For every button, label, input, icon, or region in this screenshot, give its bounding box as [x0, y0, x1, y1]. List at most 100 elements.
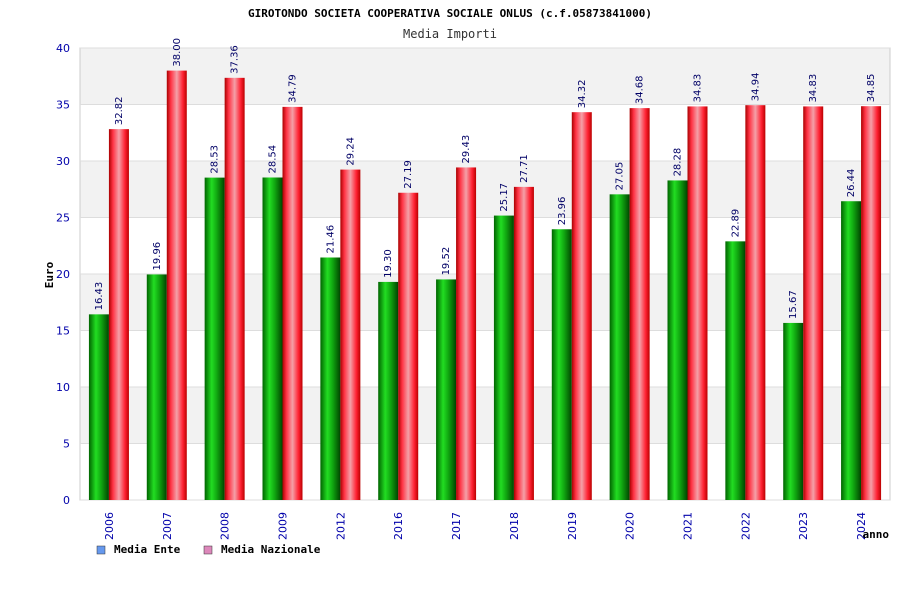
bar-ente[interactable] — [667, 180, 688, 500]
x-tick-label: 2021 — [682, 512, 695, 540]
x-axis-label: anno — [863, 528, 890, 541]
value-labels: 16.43 32.82 19.96 38.00 28.53 37.36 28.54 34.79… — [94, 38, 877, 319]
value-label: 38.00 — [172, 38, 183, 67]
x-tick-label: 2012 — [334, 512, 347, 540]
bar-nazionale[interactable] — [166, 70, 187, 500]
grid-band — [80, 274, 890, 331]
bar-ente[interactable] — [378, 281, 399, 500]
bar-nazionale[interactable] — [456, 167, 477, 501]
grid-band — [80, 330, 890, 387]
legend-item-nazionale[interactable]: Media Nazionale — [203, 543, 321, 556]
bar-ente[interactable] — [146, 274, 167, 500]
grid-band — [80, 104, 890, 161]
legend-label-ente: Media Ente — [114, 543, 181, 556]
value-label: 34.79 — [288, 74, 299, 103]
value-label: 27.05 — [615, 162, 626, 191]
y-axis-label: Euro — [43, 261, 56, 288]
y-axis-ticks: 0 5 10 15 20 25 30 35 40 — [56, 42, 70, 507]
value-label: 29.43 — [461, 135, 472, 164]
legend-item-ente[interactable]: Media Ente — [96, 543, 181, 556]
bar-nazionale[interactable] — [629, 108, 650, 500]
value-label: 23.96 — [557, 197, 568, 226]
grid-band — [80, 387, 890, 444]
value-label: 34.68 — [635, 75, 646, 104]
value-label: 15.67 — [788, 290, 799, 319]
legend-swatch-nazionale — [203, 545, 213, 555]
y-tick-label: 10 — [56, 381, 70, 394]
y-tick-label: 15 — [56, 325, 70, 338]
grid-band — [80, 443, 890, 500]
value-label: 27.71 — [519, 154, 530, 183]
value-label: 34.32 — [577, 80, 588, 109]
value-label: 19.30 — [383, 249, 394, 278]
bar-ente[interactable] — [320, 257, 341, 500]
bar-nazionale[interactable] — [513, 186, 534, 500]
value-label: 34.94 — [750, 73, 761, 102]
bar-ente[interactable] — [551, 229, 572, 500]
legend-label-nazionale: Media Nazionale — [221, 543, 321, 556]
x-axis-ticks: 2006 2007 2008 2009 2012 2016 2017 2018 2019 2020… — [103, 512, 868, 540]
bar-nazionale[interactable] — [687, 106, 708, 501]
x-tick-label: 2008 — [219, 512, 232, 540]
value-label: 27.19 — [403, 160, 414, 189]
value-label: 19.52 — [441, 247, 452, 276]
bar-ente[interactable] — [436, 279, 457, 500]
y-tick-label: 5 — [63, 438, 70, 451]
x-tick-label: 2018 — [508, 512, 521, 540]
bar-nazionale[interactable] — [108, 129, 129, 500]
x-tick-label: 2023 — [797, 512, 810, 540]
x-tick-label: 2024 — [855, 512, 868, 540]
bar-ente[interactable] — [262, 177, 283, 501]
legend: Media Ente Media Nazionale — [96, 543, 321, 556]
bar-nazionale[interactable] — [861, 106, 882, 500]
value-label: 28.28 — [673, 148, 684, 177]
x-tick-label: 2007 — [161, 512, 174, 540]
value-label: 37.36 — [230, 45, 241, 74]
value-label: 32.82 — [114, 96, 125, 125]
legend-swatch-ente — [96, 545, 106, 555]
bar-ente[interactable] — [493, 215, 514, 501]
x-tick-label: 2006 — [103, 512, 116, 540]
y-tick-label: 20 — [56, 268, 70, 281]
chart-subtitle: Media Importi — [403, 27, 497, 41]
bar-nazionale[interactable] — [282, 106, 303, 501]
bar-ente[interactable] — [204, 177, 225, 500]
chart-title: GIROTONDO SOCIETA COOPERATIVA SOCIALE ON… — [248, 7, 652, 20]
value-label: 25.17 — [499, 183, 510, 212]
y-tick-label: 40 — [56, 42, 70, 55]
value-label: 34.85 — [866, 74, 877, 103]
bar-ente[interactable] — [841, 201, 862, 500]
bars — [88, 70, 882, 501]
x-tick-label: 2017 — [450, 512, 463, 540]
bar-nazionale[interactable] — [398, 192, 419, 501]
y-tick-label: 25 — [56, 212, 70, 225]
value-label: 26.44 — [846, 169, 857, 198]
bar-nazionale[interactable] — [803, 106, 824, 501]
x-tick-label: 2022 — [739, 512, 752, 540]
y-tick-label: 0 — [63, 494, 70, 507]
x-tick-label: 2009 — [277, 512, 290, 540]
x-tick-label: 2016 — [392, 512, 405, 540]
y-tick-label: 30 — [56, 155, 70, 168]
grid-band — [80, 161, 890, 218]
value-label: 22.89 — [730, 209, 741, 238]
bar-ente[interactable] — [783, 322, 804, 500]
value-label: 28.53 — [210, 145, 221, 174]
value-label: 29.24 — [345, 137, 356, 166]
value-label: 19.96 — [152, 242, 163, 271]
bar-ente[interactable] — [725, 241, 746, 500]
bar-nazionale[interactable] — [571, 112, 592, 501]
x-tick-label: 2019 — [566, 512, 579, 540]
value-label: 28.54 — [268, 145, 279, 174]
value-label: 34.83 — [693, 74, 704, 103]
bar-ente[interactable] — [609, 194, 630, 500]
value-label: 21.46 — [325, 225, 336, 254]
grid-band — [80, 48, 890, 105]
bar-nazionale[interactable] — [224, 77, 245, 500]
grid-band — [80, 217, 890, 274]
bar-nazionale[interactable] — [745, 105, 766, 500]
bar-ente[interactable] — [88, 314, 109, 500]
bar-nazionale[interactable] — [340, 169, 361, 500]
